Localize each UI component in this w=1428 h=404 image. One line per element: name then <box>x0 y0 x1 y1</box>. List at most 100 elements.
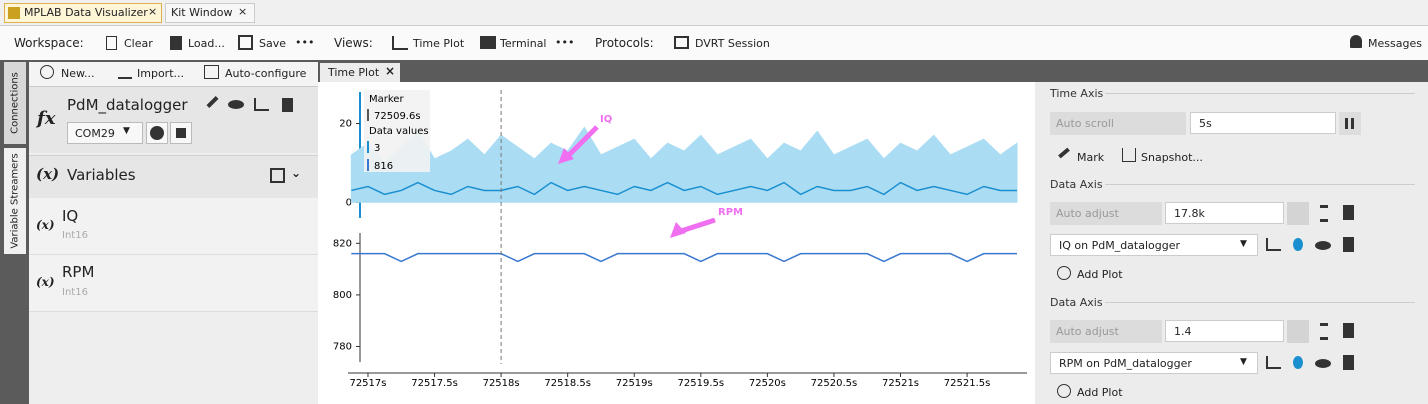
variable-row[interactable] <box>29 198 318 255</box>
icon[interactable] <box>282 98 293 112</box>
annotation-arrow <box>677 217 716 235</box>
icon[interactable] <box>1343 355 1354 370</box>
icon[interactable] <box>1343 323 1354 338</box>
button[interactable]: Time Plot <box>413 37 465 50</box>
side-tab-label[interactable]: Connections <box>9 72 21 134</box>
section-title: Time Axis <box>1050 87 1104 100</box>
toggle[interactable]: Auto adjust <box>1050 202 1162 225</box>
marker-value: 3 <box>374 143 380 154</box>
annotation: RPM <box>718 207 743 218</box>
icon[interactable] <box>1315 241 1331 250</box>
button[interactable]: DVRT Session <box>695 37 770 50</box>
x-tick-label: 72517.5s <box>411 378 458 389</box>
button[interactable]: New... <box>61 67 95 80</box>
marker-box <box>364 90 430 172</box>
icon[interactable] <box>1266 356 1281 369</box>
pause-button[interactable] <box>1339 112 1361 135</box>
dropdown-arrow: ▼ <box>1240 239 1247 249</box>
label: Views: <box>334 36 373 50</box>
variables-icon: (x) <box>36 165 60 183</box>
variable-name: RPM <box>62 263 95 281</box>
side-tab[interactable] <box>4 62 26 144</box>
dropdown-arrow[interactable]: ⌄ <box>291 166 302 180</box>
divider <box>1105 93 1415 94</box>
tab-active[interactable] <box>4 3 162 23</box>
annotation-arrow <box>564 125 599 160</box>
button[interactable]: Load... <box>188 37 225 50</box>
more[interactable]: ••• <box>295 36 315 49</box>
close-icon[interactable]: × <box>238 5 248 18</box>
more[interactable]: ••• <box>555 36 575 49</box>
tab-icon <box>8 7 20 19</box>
icon <box>1351 118 1354 129</box>
icon <box>1350 35 1362 48</box>
divider <box>1105 302 1415 303</box>
icon[interactable] <box>228 100 244 109</box>
input[interactable]: 1.4 <box>1165 320 1284 342</box>
y-tick-label: 800 <box>333 290 352 301</box>
x-tick-label: 72519.5s <box>678 378 725 389</box>
toggle[interactable]: Auto adjust <box>1050 320 1162 343</box>
button[interactable]: Snapshot... <box>1141 151 1203 164</box>
plot-select[interactable]: RPM on PdM_datalogger <box>1050 352 1258 374</box>
variable-icon: (x) <box>36 218 55 232</box>
variable-type: Int16 <box>62 230 88 241</box>
plot-select[interactable]: IQ on PdM_datalogger <box>1050 234 1258 256</box>
icon <box>170 36 182 50</box>
input[interactable]: 5s <box>1190 112 1336 134</box>
annotation: IQ <box>600 114 612 125</box>
button[interactable]: Messages <box>1368 37 1422 50</box>
port[interactable]: COM29 <box>75 127 115 140</box>
x-tick-label: 72518s <box>483 378 520 389</box>
button[interactable]: Import... <box>137 67 184 80</box>
input[interactable]: 17.8k <box>1165 202 1284 224</box>
close-icon[interactable]: × <box>385 64 396 78</box>
icon <box>1320 205 1328 222</box>
tab[interactable] <box>165 3 255 23</box>
tab-title[interactable]: MPLAB Data Visualizer <box>24 6 148 19</box>
dropdown-arrow: ▼ <box>1240 357 1247 367</box>
button[interactable]: Terminal <box>500 37 547 50</box>
tab-title[interactable]: Kit Window <box>171 6 233 19</box>
side-tab[interactable] <box>4 148 26 254</box>
icon[interactable] <box>1266 238 1281 251</box>
icon <box>674 36 689 49</box>
variable-row[interactable] <box>29 255 318 312</box>
series-line <box>351 181 1018 196</box>
plot-tab[interactable] <box>320 63 400 82</box>
button[interactable]: Mark <box>1077 151 1105 164</box>
icon[interactable] <box>254 98 269 111</box>
icon <box>204 65 219 79</box>
section-title: Data Axis <box>1050 178 1103 191</box>
variable-icon: (x) <box>36 275 55 289</box>
button[interactable]: Add Plot <box>1077 386 1123 399</box>
button[interactable]: Clear <box>124 37 153 50</box>
port-select[interactable] <box>67 122 143 144</box>
x-tick-label: 72521s <box>882 378 919 389</box>
icon[interactable] <box>270 168 285 183</box>
icon <box>1057 384 1071 398</box>
button[interactable]: Save <box>259 37 287 50</box>
annotation-arrowhead <box>558 148 574 164</box>
button[interactable]: Add Plot <box>1077 268 1123 281</box>
icon <box>480 36 496 49</box>
x-tick-label: 72521.5s <box>944 378 991 389</box>
marker-value: 816 <box>374 161 393 172</box>
variables-title: Variables <box>67 166 136 184</box>
button[interactable]: Auto-configure <box>225 67 307 80</box>
marker-swatch <box>367 159 369 171</box>
icon[interactable] <box>1293 238 1303 251</box>
plot-background <box>318 82 1035 404</box>
icon[interactable] <box>1343 205 1354 220</box>
toggle[interactable]: Auto scroll <box>1050 112 1186 135</box>
icon[interactable] <box>1293 356 1303 369</box>
y-tick-label: 780 <box>333 342 352 353</box>
icon[interactable] <box>1343 237 1354 252</box>
spin-button[interactable] <box>1287 202 1309 225</box>
icon[interactable] <box>1315 359 1331 368</box>
close-icon[interactable]: × <box>148 5 158 18</box>
side-tab-label[interactable]: Variable Streamers <box>9 153 21 249</box>
plot-tab-title[interactable]: Time Plot <box>328 66 380 79</box>
spin-button[interactable] <box>1287 320 1309 343</box>
